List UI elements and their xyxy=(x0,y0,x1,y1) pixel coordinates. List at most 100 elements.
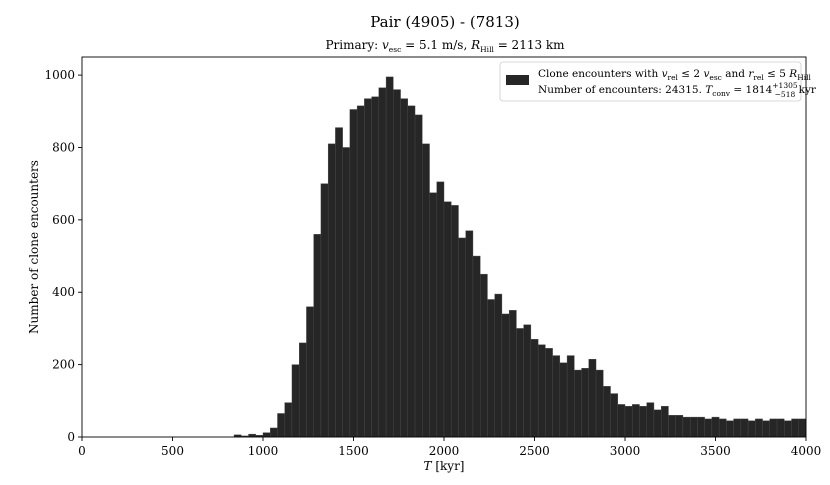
histogram-bar xyxy=(349,109,358,438)
histogram-bar xyxy=(791,418,799,438)
histogram-bar xyxy=(776,418,785,438)
histogram-bar xyxy=(769,418,778,438)
histogram-bars xyxy=(233,76,807,438)
histogram-bar xyxy=(516,328,524,438)
histogram-bar xyxy=(798,418,807,438)
histogram-bar xyxy=(697,416,705,438)
histogram-bar xyxy=(530,339,539,438)
histogram-bar xyxy=(501,313,510,438)
histogram-bar xyxy=(624,406,633,438)
histogram-bar xyxy=(537,344,546,438)
x-tick-label: 3500 xyxy=(700,444,731,458)
x-tick-label: 500 xyxy=(161,444,184,458)
histogram-bar xyxy=(704,418,713,438)
histogram-bar xyxy=(335,127,343,438)
histogram-bar xyxy=(465,230,474,438)
x-tick-label: 3000 xyxy=(610,444,641,458)
histogram-bar xyxy=(595,369,604,438)
x-axis-label: T [kyr] xyxy=(424,459,465,473)
legend: Clone encounters with vrel ≤ 2 vesc and … xyxy=(499,61,817,102)
histogram-bar xyxy=(364,98,372,438)
histogram-bar xyxy=(385,76,394,438)
histogram-bar xyxy=(472,255,481,438)
histogram-bar xyxy=(451,205,459,438)
histogram-bar xyxy=(559,362,568,438)
histogram-bar xyxy=(429,192,437,438)
histogram-bar xyxy=(552,355,561,438)
histogram-bar xyxy=(342,147,351,438)
histogram-bar xyxy=(603,386,611,438)
histogram-bar xyxy=(378,87,387,438)
histogram-bar xyxy=(458,237,466,438)
x-tick-label: 1500 xyxy=(338,444,369,458)
histogram-bar xyxy=(581,368,589,438)
histogram-bar xyxy=(299,342,307,438)
histogram-bar xyxy=(480,273,488,438)
legend-line-2: Number of encounters: 24315. Tconv = 181… xyxy=(538,81,817,99)
y-tick-label: 600 xyxy=(52,213,75,227)
histogram-bar xyxy=(443,201,452,438)
legend-line-1: Clone encounters with vrel ≤ 2 vesc and … xyxy=(538,68,812,82)
histogram-bar xyxy=(508,310,517,438)
histogram-bar xyxy=(545,348,553,438)
chart-subtitle: Primary: vesc = 5.1 m/s, RHill = 2113 km xyxy=(325,38,565,54)
histogram-bar xyxy=(566,355,575,438)
histogram-bar xyxy=(393,89,401,438)
histogram-bar xyxy=(371,96,380,438)
y-tick-label: 200 xyxy=(52,358,75,372)
histogram-bar xyxy=(668,415,676,438)
histogram-bar xyxy=(675,415,684,438)
histogram-bar xyxy=(632,404,640,438)
histogram-bar xyxy=(436,181,445,438)
histogram-bar xyxy=(306,306,314,438)
histogram-bar xyxy=(277,413,285,438)
x-tick-label: 2500 xyxy=(519,444,550,458)
histogram-bar xyxy=(291,364,300,438)
histogram-bar xyxy=(414,114,423,438)
histogram-bar xyxy=(726,420,734,438)
histogram-bar xyxy=(747,420,756,438)
histogram-bar xyxy=(356,105,365,438)
chart-title: Pair (4905) - (7813) xyxy=(370,13,519,31)
histogram-bar xyxy=(284,402,293,438)
histogram-bar xyxy=(327,143,336,438)
x-tick-label: 0 xyxy=(78,444,86,458)
histogram-bar xyxy=(407,105,416,438)
histogram-bar xyxy=(610,393,618,438)
histogram-bar xyxy=(617,404,626,438)
x-tick-label: 4000 xyxy=(791,444,822,458)
histogram-bar xyxy=(639,406,647,438)
histogram-bar xyxy=(689,416,698,438)
histogram-bar xyxy=(262,432,271,438)
y-ticks: 0 200 400 600 800 1000 xyxy=(44,68,82,444)
histogram-bar xyxy=(718,418,727,438)
histogram-bar xyxy=(646,402,655,438)
histogram-bar xyxy=(270,427,278,438)
histogram-bar xyxy=(422,143,430,438)
histogram-bar xyxy=(755,418,763,438)
x-tick-label: 2000 xyxy=(429,444,460,458)
legend-box xyxy=(499,61,802,102)
histogram-bar xyxy=(494,293,503,438)
y-tick-label: 400 xyxy=(52,285,75,299)
y-tick-label: 0 xyxy=(67,430,75,444)
x-tick-label: 1000 xyxy=(248,444,279,458)
histogram-bar xyxy=(588,358,597,438)
histogram-bar xyxy=(762,420,770,438)
histogram-bar xyxy=(733,418,742,438)
histogram-bar xyxy=(740,418,749,438)
x-ticks: 0 500 1000 1500 2000 2500 3000 3500 4000 xyxy=(78,437,821,458)
histogram-bar xyxy=(400,98,408,438)
histogram-bar xyxy=(661,406,669,438)
y-tick-label: 800 xyxy=(52,140,75,154)
histogram-bar xyxy=(653,409,662,438)
histogram-bar xyxy=(682,416,691,438)
histogram-bar xyxy=(711,416,720,438)
histogram-bar xyxy=(320,183,329,438)
histogram-bar xyxy=(574,369,582,438)
histogram-bar xyxy=(487,299,495,438)
legend-swatch xyxy=(506,75,529,85)
histogram-bar xyxy=(523,324,532,438)
y-tick-label: 1000 xyxy=(44,68,75,82)
